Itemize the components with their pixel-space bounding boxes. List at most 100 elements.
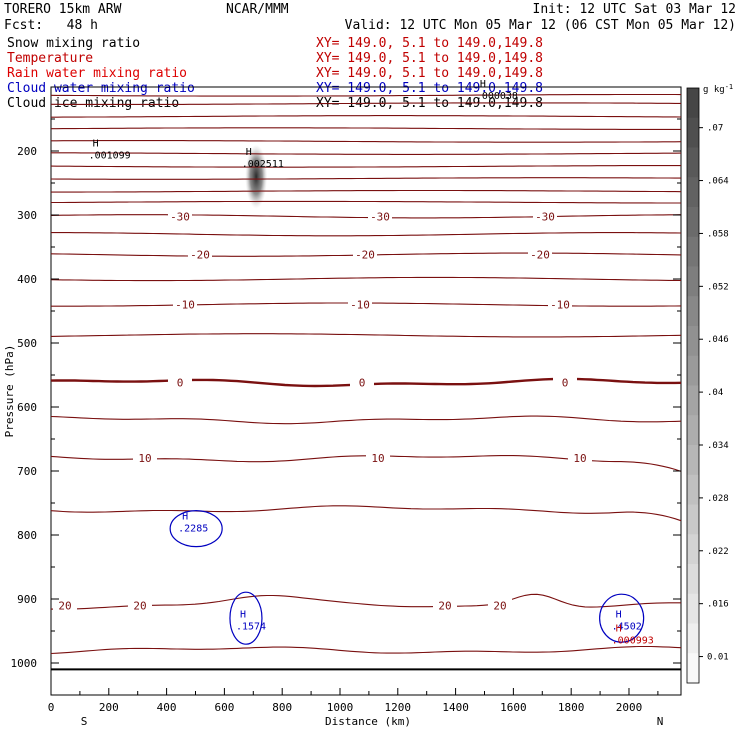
init-time: Init: 12 UTC Sat 03 Mar 12 <box>533 2 737 17</box>
contour-label: 10 <box>371 452 384 465</box>
max-h-marker: H <box>616 624 622 635</box>
contour-label: -20 <box>355 249 375 262</box>
max-h-marker: H <box>93 138 99 149</box>
colorbar-label: .07 <box>707 124 723 134</box>
temperature-contour <box>51 232 682 237</box>
contour-label: -10 <box>175 299 195 312</box>
x-tick-label: 200 <box>99 701 119 714</box>
colorbar-label: .064 <box>707 177 729 187</box>
contour-label: -10 <box>350 299 370 312</box>
colorbar-label: .046 <box>707 335 729 345</box>
max-value-label: .2285 <box>178 524 208 535</box>
y-axis-title: Pressure (hPa) <box>3 345 16 438</box>
x-tick-label: 1800 <box>558 701 585 714</box>
contour-label: -20 <box>190 249 210 262</box>
temperature-contour <box>50 593 681 610</box>
org-title: NCAR/MMM <box>226 2 289 17</box>
x-axis-title: Distance (km) <box>325 715 411 728</box>
temperature-contour <box>50 93 682 97</box>
field-xy-3: XY= 149.0, 5.1 to 149.0,149.8 <box>316 81 543 96</box>
x-tick-label: 2000 <box>616 701 643 714</box>
colorbar-label: .028 <box>707 494 729 504</box>
field-xy-2: XY= 149.0, 5.1 to 149.0,149.8 <box>316 66 543 81</box>
model-title: TORERO 15km ARW <box>4 2 122 17</box>
temperature-contour <box>51 115 682 118</box>
temperature-contour <box>50 333 682 338</box>
y-tick-label: 800 <box>17 529 37 542</box>
field-name-3: Cloud water mixing ratio <box>7 81 195 96</box>
colorbar-label: 0.01 <box>707 653 729 663</box>
contour-label: 0 <box>562 377 569 390</box>
temperature-contour <box>50 165 681 168</box>
plot-frame <box>50 86 682 696</box>
field-xy-1: XY= 149.0, 5.1 to 149.0,149.8 <box>316 51 543 66</box>
contour-label: -20 <box>530 249 550 262</box>
cloud-water-contour <box>169 509 223 548</box>
contour-label: -10 <box>550 299 570 312</box>
forecast-hour: Fcst: 48 h <box>4 18 98 33</box>
temperature-contour <box>50 415 682 425</box>
field-name-2: Rain water mixing ratio <box>7 66 187 81</box>
y-tick-label: 500 <box>17 337 37 350</box>
temperature-contour <box>50 505 682 522</box>
temperature-contour <box>51 189 682 193</box>
contour-label: 20 <box>438 599 451 612</box>
contour-label: 20 <box>133 599 146 612</box>
max-value-label: .002511 <box>242 159 284 170</box>
colorbar-label: .052 <box>707 282 729 292</box>
x-tick-label: 600 <box>214 701 234 714</box>
max-value-label: .000038 <box>476 91 518 102</box>
max-value-label: .000993 <box>612 636 654 647</box>
contour-label: -30 <box>170 210 190 223</box>
colorbar-label: .022 <box>707 547 729 557</box>
north-label: N <box>657 715 664 728</box>
field-name-0: Snow mixing ratio <box>7 36 140 51</box>
colorbar: 0.01 .016 .022 .028 .034 .04 .046 .052 .058 .064.… <box>686 83 733 684</box>
y-tick-label: 1000 <box>11 657 38 670</box>
field-xy-0: XY= 149.0, 5.1 to 149.0,149.8 <box>316 36 543 51</box>
colorbar-label: .016 <box>707 600 729 610</box>
contour-label: 0 <box>177 377 184 390</box>
field-name-4: Cloud ice mixing ratio <box>7 96 179 111</box>
max-h-marker: H <box>182 512 188 523</box>
max-h-marker: H <box>480 79 486 90</box>
x-tick-label: 1400 <box>442 701 469 714</box>
x-tick-label: 1200 <box>385 701 412 714</box>
colorbar-label: .04 <box>707 388 723 398</box>
temperature-contour <box>50 276 682 282</box>
y-tick-label: 700 <box>17 465 37 478</box>
colorbar-label: .034 <box>707 441 729 451</box>
max-h-marker: H <box>616 610 622 621</box>
cloud-water-contour <box>229 591 263 645</box>
snow-shading <box>245 144 268 209</box>
temperature-contour <box>51 127 681 130</box>
temperature-contour <box>51 152 682 155</box>
max-value-label: .001099 <box>89 150 131 161</box>
temperature-contour <box>51 200 681 204</box>
colorbar-label: .058 <box>707 229 729 239</box>
south-label: S <box>81 715 88 728</box>
y-tick-label: 600 <box>17 401 37 414</box>
field-name-1: Temperature <box>7 51 93 66</box>
y-tick-label: 900 <box>17 593 37 606</box>
temperature-contour <box>50 214 682 219</box>
y-tick-label: 400 <box>17 273 37 286</box>
temperature-contour <box>50 645 682 655</box>
x-tick-label: 1600 <box>500 701 527 714</box>
valid-time: Valid: 12 UTC Mon 05 Mar 12 (06 CST Mon … <box>345 18 736 33</box>
max-h-marker: H <box>246 147 252 158</box>
contour-label: 20 <box>58 599 71 612</box>
temperature-contour <box>51 102 681 105</box>
contour-label: -30 <box>370 210 390 223</box>
contour-label: 20 <box>493 599 506 612</box>
max-value-label: .4502 <box>612 622 642 633</box>
y-tick-label: 200 <box>17 145 37 158</box>
x-tick-label: 800 <box>272 701 292 714</box>
x-tick-label: 0 <box>48 701 55 714</box>
temperature-contour <box>50 177 681 180</box>
colorbar-unit: g kg-1 <box>703 83 733 95</box>
x-tick-label: 400 <box>157 701 177 714</box>
max-value-label: .1574 <box>236 622 266 633</box>
contour-label: 10 <box>573 452 586 465</box>
